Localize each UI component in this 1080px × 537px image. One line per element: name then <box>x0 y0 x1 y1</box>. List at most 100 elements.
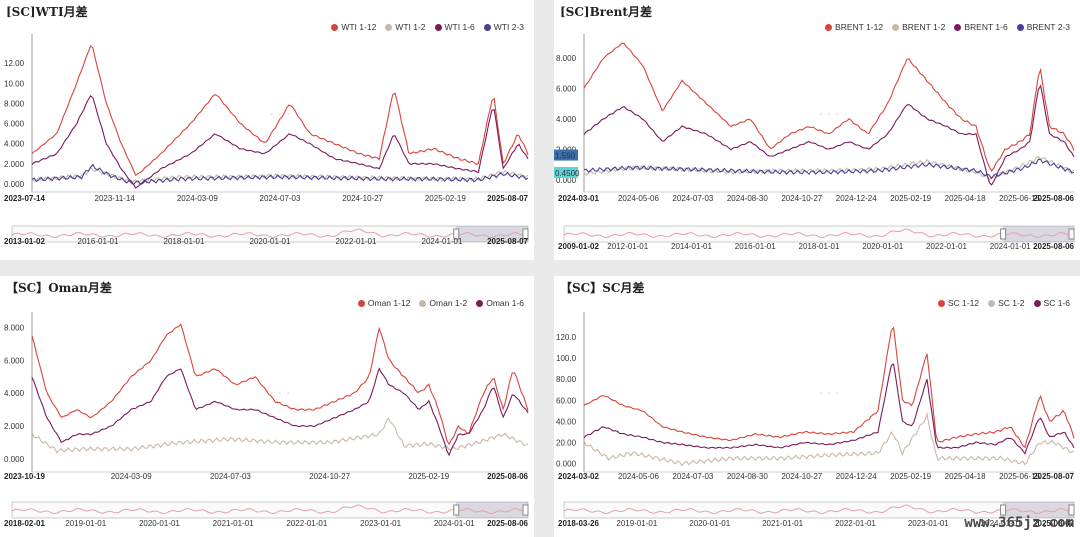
x-tick-label: 2025-02-19 <box>890 472 931 481</box>
y-tick-label: 8.000 <box>4 99 25 108</box>
x-tick-label: 2024-08-30 <box>727 194 768 203</box>
legend-item[interactable]: BRENT 1-12 <box>825 22 883 32</box>
legend-item[interactable]: BRENT 1-2 <box>892 22 945 32</box>
navigator-tick-label: 2025-08-07 <box>487 237 528 246</box>
navigator-handle[interactable] <box>1000 228 1007 240</box>
x-tick-label: 2025-02-19 <box>425 194 466 203</box>
chart-legend: Oman 1-12 Oman 1-2 Oman 1-6 <box>357 298 524 308</box>
legend-dot-icon <box>892 23 900 31</box>
legend-item[interactable]: SC 1-12 <box>937 298 979 308</box>
navigator-tick-label: 2022-01-01 <box>336 237 377 246</box>
legend-label: WTI 1-2 <box>395 22 426 32</box>
legend-item[interactable]: WTI 2-3 <box>483 22 524 32</box>
y-tick-label: 4.000 <box>556 115 577 124</box>
navigator-line <box>563 228 1075 239</box>
y-tick-label: 0.000 <box>556 460 577 469</box>
navigator-handle[interactable] <box>453 228 460 240</box>
navigator-tick-label: 2024-01-01 <box>981 519 1022 528</box>
navigator-line <box>563 504 1075 515</box>
x-tick-label: 2025-08-07 <box>1033 472 1074 481</box>
navigator-tick-label: 2025-08-07 <box>1033 519 1074 528</box>
legend-dot-icon <box>419 299 427 307</box>
navigator-selection[interactable] <box>455 226 528 242</box>
legend-item[interactable]: WTI 1-6 <box>434 22 475 32</box>
navigator-tick-label: 2020-01-01 <box>139 519 180 528</box>
navigator-tick-label: 2013-01-02 <box>4 237 45 246</box>
y-tick-label: 20.00 <box>556 438 577 447</box>
legend-item[interactable]: SC 1-6 <box>1033 298 1070 308</box>
y-tick-label: 80.00 <box>556 375 577 384</box>
x-tick-label: 2024-05-06 <box>618 194 659 203</box>
navigator-tick-label: 2023-01-01 <box>360 519 401 528</box>
legend-item[interactable]: Oman 1-12 <box>357 298 411 308</box>
site-watermark: www.365jz.com <box>964 515 1074 531</box>
x-tick-label: 2024-08-30 <box>727 472 768 481</box>
legend-item[interactable]: WTI 1-12 <box>331 22 376 32</box>
x-tick-label: 2024-12-24 <box>836 472 877 481</box>
y-tick-label: 2.000 <box>4 422 25 431</box>
legend-dot-icon <box>1033 299 1041 307</box>
navigator-handle[interactable] <box>1068 504 1075 516</box>
legend-dot-icon <box>825 23 833 31</box>
x-tick-label: 2024-10-27 <box>309 472 350 481</box>
series-line <box>31 44 529 177</box>
legend-dot-icon <box>483 23 491 31</box>
y-tick-label: 0.000 <box>4 455 25 464</box>
y-tick-label: 0.000 <box>4 180 25 189</box>
navigator-line <box>11 228 529 239</box>
legend-item[interactable]: Oman 1-6 <box>476 298 524 308</box>
series-line <box>583 363 1075 455</box>
x-tick-label: 2024-10-27 <box>342 194 383 203</box>
x-tick-label: 2025-06-15 <box>999 472 1040 481</box>
navigator-selection[interactable] <box>1002 502 1074 518</box>
x-tick-label: 2024-03-01 <box>558 194 599 203</box>
legend-dot-icon <box>476 299 484 307</box>
navigator-selection[interactable] <box>1002 226 1074 242</box>
legend-label: Oman 1-12 <box>367 298 411 308</box>
y-tick-label: 40.00 <box>556 417 577 426</box>
navigator-tick-label: 2018-02-01 <box>4 519 45 528</box>
legend-label: Oman 1-6 <box>486 298 524 308</box>
legend-dot-icon <box>385 23 393 31</box>
value-tag <box>554 149 578 161</box>
value-tag-label: 0.4500 <box>555 169 580 178</box>
series-line <box>31 323 529 446</box>
legend-item[interactable]: BRENT 1-6 <box>954 22 1008 32</box>
x-tick-label: 2025-08-06 <box>487 472 528 481</box>
navigator-handle[interactable] <box>522 504 529 516</box>
navigator-handle[interactable] <box>1000 504 1007 516</box>
legend-item[interactable]: BRENT 2-3 <box>1016 22 1070 32</box>
navigator-handle[interactable] <box>522 228 529 240</box>
wti-spread-chart: · · · 12.00 10.00 8.000 6.000 4.000 2.000 0.000… <box>4 34 529 246</box>
wti-panel: [SC]WTI月差 WTI 1-12 WTI 1-2 WTI 1-6 WTI 2-3 … <box>0 0 534 260</box>
value-tag-label: 1.590 <box>555 152 576 161</box>
y-tick-label: 8.000 <box>4 323 25 332</box>
x-tick-label: 2024-12-24 <box>836 194 877 203</box>
navigator-tick-label: 2016-01-01 <box>78 237 119 246</box>
legend-item[interactable]: Oman 1-2 <box>419 298 467 308</box>
navigator-tick-label: 2019-01-01 <box>65 519 106 528</box>
navigator-tick-label: 2018-03-26 <box>558 519 599 528</box>
navigator-handle[interactable] <box>1068 228 1075 240</box>
legend-item[interactable]: WTI 1-2 <box>385 22 426 32</box>
x-tick-label: 2024-05-06 <box>618 472 659 481</box>
navigator-handle[interactable] <box>453 504 460 516</box>
sc-spread-chart: · · · 120.0 100.0 80.00 60.00 40.00 20.00 0.000… <box>556 312 1075 528</box>
legend-dot-icon <box>988 299 996 307</box>
legend-label: SC 1-2 <box>998 298 1025 308</box>
legend-dot-icon <box>331 23 339 31</box>
brent-spread-chart: · · ·8.0006.0004.0002.0000.0002024-03-01… <box>554 34 1075 251</box>
legend-label: SC 1-6 <box>1043 298 1070 308</box>
navigator-tick-label: 2023-01-01 <box>908 519 949 528</box>
legend-label: BRENT 1-6 <box>964 22 1008 32</box>
legend-item[interactable]: SC 1-2 <box>988 298 1025 308</box>
navigator-tick-label: 2020-01-01 <box>250 237 291 246</box>
y-tick-label: 10.00 <box>4 79 25 88</box>
panel-title: 【SC】SC月差 <box>560 281 645 295</box>
navigator-selection[interactable] <box>455 502 528 518</box>
y-tick-label: 0.000 <box>556 176 577 185</box>
x-tick-label: 2023-10-19 <box>4 472 45 481</box>
navigator-tick-label: 2022-01-01 <box>835 519 876 528</box>
x-tick-label: 2024-03-02 <box>558 472 599 481</box>
navigator-tick-label: 2019-01-01 <box>616 519 657 528</box>
